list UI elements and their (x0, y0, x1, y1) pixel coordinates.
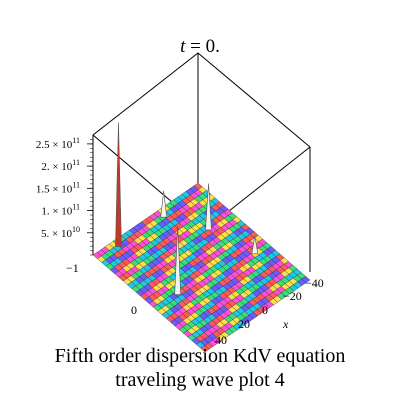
surface-mesh (92, 182, 311, 353)
x-tick-label: −20 (283, 289, 302, 303)
spike-center (174, 225, 182, 295)
x-tick-label: −40 (305, 276, 324, 290)
x-tick-label: 40 (215, 333, 227, 347)
z-tick-label: 2. × 1011 (41, 158, 80, 173)
x-axis-label: x (282, 317, 289, 331)
y-tick-label: 0 (131, 303, 137, 317)
surface-cell (301, 276, 311, 283)
z-tick-label: 5. × 1010 (41, 225, 80, 240)
y-tick-label: −1 (66, 261, 79, 275)
caption-line-2: traveling wave plot 4 (115, 369, 285, 391)
z-axis: 5. × 1010 1. × 1011 1.5 × 1011 2. × 1011 2.5… (36, 136, 93, 256)
x-tick-label: 20 (238, 317, 250, 331)
spike-back-mid (160, 190, 168, 218)
spike-left-tall (115, 122, 122, 247)
surface-spikes (115, 122, 259, 295)
x-tick-label: 0 (262, 303, 268, 317)
z-tick-label: 2.5 × 1011 (36, 136, 80, 151)
spike-center-back (205, 183, 212, 231)
z-tick-label: 1.5 × 1011 (36, 180, 80, 195)
z-tick-label: 1. × 1011 (41, 203, 80, 218)
chart-title: t = 0. (180, 36, 220, 57)
caption-line-1: Fifth order dispersion KdV equation (54, 345, 346, 367)
spike-right (251, 236, 259, 255)
figure-caption: Fifth order dispersion KdV equation trav… (0, 344, 400, 392)
